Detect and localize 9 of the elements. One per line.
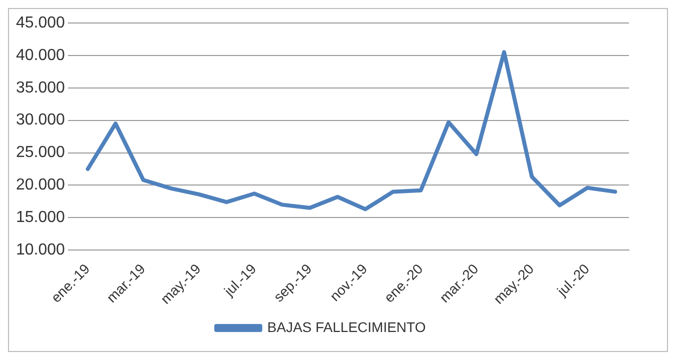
y-tick-label: 45.000 [16,14,66,32]
y-tick-label: 10.000 [16,242,66,258]
y-tick-label: 25.000 [16,144,66,162]
y-tick-label: 15.000 [16,209,66,226]
legend-label: BAJAS FALLECIMIENTO [267,318,426,335]
y-tick-label: 20.000 [16,176,66,194]
y-tick-label: 35.000 [16,79,66,96]
y-tick-label: 30.000 [16,112,66,129]
y-tick-label: 40.000 [16,46,66,64]
